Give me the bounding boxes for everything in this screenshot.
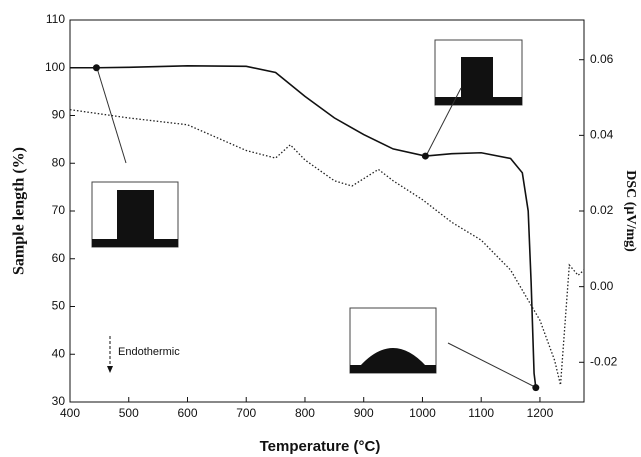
inset-base [435, 97, 522, 105]
y2-tick-label: 0.00 [590, 279, 614, 293]
y-tick-label: 100 [45, 60, 65, 74]
inset-melted [349, 307, 437, 374]
y-axis-title: Sample length (%) [11, 147, 28, 275]
y2-tick-label: 0.04 [590, 128, 614, 142]
arrow [425, 87, 462, 157]
inset-sample [117, 190, 154, 240]
x-tick-label: 1200 [527, 406, 554, 420]
line-series [69, 108, 585, 386]
x-tick-label: 600 [177, 406, 197, 420]
x-tick-label: 500 [119, 406, 139, 420]
arrow-head [107, 366, 113, 373]
y-tick-label: 40 [52, 346, 66, 360]
highlight-point [421, 152, 429, 160]
y-tick-label: 60 [52, 251, 66, 265]
arrows [96, 67, 536, 388]
inset-sample [360, 348, 426, 366]
x-tick-label: 1000 [409, 406, 436, 420]
highlight-point [532, 384, 540, 392]
y2-tick-label: -0.02 [590, 354, 618, 368]
x-tick-label: 800 [295, 406, 315, 420]
x-tick-label: 1100 [468, 406, 494, 420]
y-tick-label: 90 [52, 108, 66, 122]
y2-axis-title: DSC (µV/mg) [623, 170, 638, 252]
inset-base [350, 365, 436, 373]
y2-tick-label: 0.06 [590, 52, 614, 66]
annotation: Endothermic [118, 346, 180, 358]
y-tick-label: 70 [52, 203, 66, 217]
arrow [96, 67, 127, 164]
x-axis-title: Temperature (°C) [260, 438, 381, 455]
inset-base [92, 239, 178, 247]
y-tick-label: 50 [52, 299, 66, 313]
x-tick-label: 400 [60, 406, 80, 420]
y-tick-label: 30 [52, 394, 66, 408]
highlight-point [92, 64, 100, 72]
x-tick-label: 700 [236, 406, 256, 420]
line-series [70, 65, 537, 388]
inset-sample [461, 57, 493, 98]
x-tick-label: 900 [354, 406, 374, 420]
arrow [447, 342, 536, 388]
y-tick-label: 80 [52, 155, 66, 169]
inset-initial [91, 181, 179, 248]
y2-tick-label: 0.02 [590, 203, 614, 217]
y-tick-label: 110 [46, 12, 65, 26]
inset-shrunk [434, 39, 523, 106]
endothermic-note: Endothermic [107, 336, 180, 373]
